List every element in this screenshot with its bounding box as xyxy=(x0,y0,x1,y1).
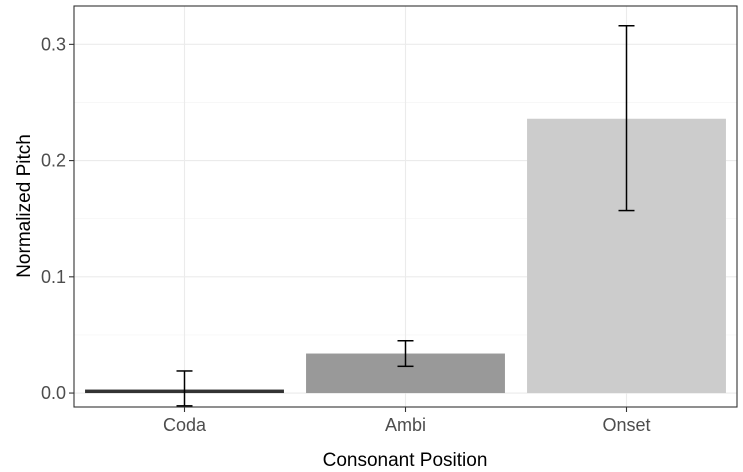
x-tick-label: Coda xyxy=(163,415,207,435)
y-tick-label: 0.3 xyxy=(41,34,66,54)
axes: 0.0 0.1 0.2 0.3 Coda Ambi Onset xyxy=(41,34,651,435)
errorbar-onset xyxy=(618,25,635,212)
errorbar-ambi xyxy=(397,339,414,368)
x-tick-label: Onset xyxy=(602,415,650,435)
y-tick-label: 0.2 xyxy=(41,151,66,171)
error-bars xyxy=(176,25,635,407)
y-tick-label: 0.1 xyxy=(41,267,66,287)
x-axis-title: Consonant Position xyxy=(323,450,488,471)
y-tick-label: 0.0 xyxy=(41,383,66,403)
x-tick-label: Ambi xyxy=(385,415,426,435)
y-axis-title: Normalized Pitch xyxy=(14,134,35,278)
errorbar-coda xyxy=(176,370,193,407)
